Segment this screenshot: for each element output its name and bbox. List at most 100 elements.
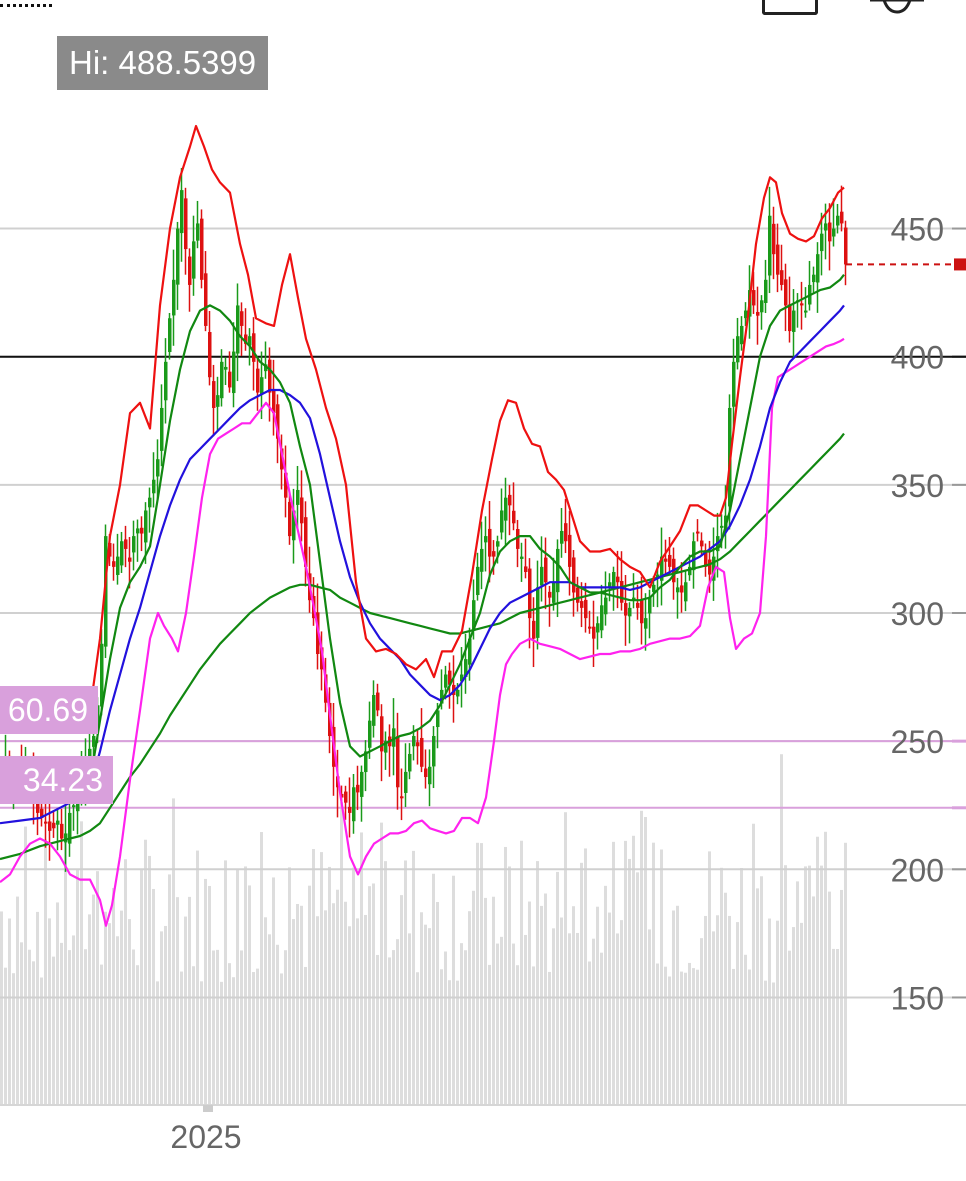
volume-bar — [616, 933, 619, 1105]
volume-bar — [816, 836, 819, 1105]
candle-down — [288, 501, 292, 537]
volume-bar — [460, 943, 463, 1105]
volume-bar — [360, 832, 363, 1105]
candle-up — [600, 605, 604, 631]
candle-up — [88, 748, 92, 758]
volume-bar — [516, 965, 519, 1105]
volume-bar — [108, 923, 111, 1105]
volume-bars — [0, 754, 847, 1105]
candle-up — [176, 228, 180, 285]
volume-bar — [332, 903, 335, 1105]
candle-up — [556, 548, 560, 593]
candle-up — [360, 771, 364, 797]
candle-down — [624, 603, 628, 616]
candle-up — [364, 751, 368, 773]
candle-up — [224, 366, 228, 370]
volume-bar — [0, 911, 3, 1105]
candle-up — [824, 223, 828, 231]
candle-down — [636, 602, 640, 608]
dotted-line-icon[interactable] — [0, 0, 52, 7]
volume-bar — [300, 905, 303, 1105]
candle-down — [396, 736, 400, 788]
volume-bar — [744, 954, 747, 1105]
volume-bar — [352, 867, 355, 1105]
volume-bar — [196, 850, 199, 1105]
y-tick-label-250: 250 — [891, 724, 944, 760]
bollinger-upper-line — [0, 124, 845, 727]
volume-bar — [272, 877, 275, 1105]
volume-bar — [604, 885, 607, 1105]
volume-bar — [200, 981, 203, 1105]
candle-up — [440, 689, 444, 704]
candle-up — [464, 659, 468, 677]
candle-up — [116, 556, 120, 575]
candle-down — [756, 311, 760, 316]
volume-bar — [172, 798, 175, 1105]
candle-up — [628, 607, 632, 617]
candle-up — [164, 361, 168, 401]
indicator-lines — [0, 124, 966, 927]
candle-up — [444, 674, 448, 688]
volume-bar — [684, 972, 687, 1105]
candle-up — [216, 395, 220, 407]
candle-up — [264, 364, 268, 372]
volume-bar — [304, 966, 307, 1105]
volume-bar — [92, 894, 95, 1105]
volume-bar — [556, 871, 559, 1105]
candle-down — [188, 256, 192, 285]
volume-bar — [416, 972, 419, 1105]
candle-down — [524, 566, 528, 572]
volume-bar — [672, 910, 675, 1105]
candle-up — [56, 820, 60, 825]
volume-bar — [784, 865, 787, 1105]
volume-bar — [288, 867, 291, 1105]
volume-bar — [328, 866, 331, 1105]
volume-bar — [224, 860, 227, 1105]
volume-bar — [568, 933, 571, 1105]
volume-bar — [608, 912, 611, 1105]
candle-up — [484, 536, 488, 543]
candle-up — [352, 787, 356, 822]
candle-up — [152, 479, 156, 494]
moving-average-short-line — [0, 274, 845, 799]
candle-up — [432, 736, 436, 767]
volume-bar — [580, 862, 583, 1105]
volume-bar — [596, 906, 599, 1105]
candle-down — [380, 716, 384, 752]
volume-bar — [404, 860, 407, 1105]
moving-average-long-line — [0, 432, 845, 861]
volume-bar — [36, 911, 39, 1105]
volume-bar — [280, 973, 283, 1105]
candle-down — [788, 304, 792, 332]
volume-bar — [680, 971, 683, 1105]
candle-up — [144, 510, 148, 543]
volume-bar — [188, 896, 191, 1105]
square-icon[interactable] — [762, 0, 818, 15]
candle-up — [160, 407, 164, 451]
candle-down — [508, 494, 512, 506]
candle-down — [212, 381, 216, 408]
volume-bar — [220, 981, 223, 1105]
candle-up — [132, 536, 136, 553]
candle-down — [776, 244, 780, 275]
volume-bar — [240, 950, 243, 1105]
volume-bar — [180, 971, 183, 1105]
volume-bar — [316, 916, 319, 1105]
volume-bar — [424, 924, 427, 1105]
candle-up — [64, 833, 68, 843]
candle-up — [520, 556, 524, 559]
volume-bar — [388, 957, 391, 1105]
volume-bar — [456, 980, 459, 1105]
candle-up — [368, 720, 372, 748]
candle-down — [752, 290, 756, 306]
volume-bar — [436, 901, 439, 1105]
candle-down — [140, 527, 144, 534]
volume-bar — [208, 885, 211, 1105]
volume-bar — [16, 896, 19, 1105]
y-tick-label-400: 400 — [891, 340, 944, 376]
candle-up — [92, 736, 96, 747]
volume-bar — [656, 963, 659, 1105]
volume-bar — [836, 948, 839, 1105]
bell-icon[interactable] — [866, 0, 928, 14]
